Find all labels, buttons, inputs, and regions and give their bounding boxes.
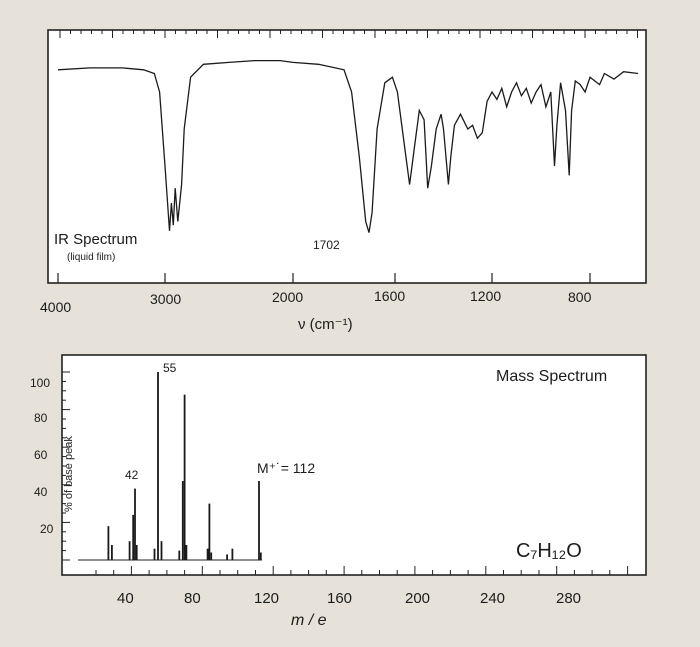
- ms-y-tick-80: 80: [34, 411, 48, 425]
- ms-peak-label-55: 55: [163, 361, 177, 375]
- ms-y-tick-60: 60: [34, 448, 48, 462]
- ir-spectrum-chart: IR Spectrum (liquid film) 1702 4000 3000…: [40, 29, 647, 333]
- ms-title: Mass Spectrum: [496, 368, 607, 385]
- ms-x-tick-280: 280: [556, 590, 581, 607]
- ms-x-axis-label: m / e: [291, 612, 327, 629]
- ms-x-tick-120: 120: [254, 590, 279, 607]
- ms-x-tick-40: 40: [117, 590, 134, 607]
- ms-y-tick-100: 100: [30, 376, 50, 390]
- ms-molecular-formula: C₇H₁₂O: [516, 540, 582, 562]
- ir-title: IR Spectrum: [54, 231, 137, 248]
- ms-y-tick-20: 20: [40, 522, 54, 536]
- mass-spectrum-chart: Mass Spectrum 55 42 M⁺˙= 112 C₇H₁₂O 100 …: [30, 354, 647, 629]
- ir-tick-label-1600: 1600: [374, 288, 405, 304]
- ir-plot-frame: [47, 29, 647, 284]
- ir-subtitle: (liquid film): [67, 252, 115, 263]
- ir-top-ticks: [59, 30, 638, 38]
- ms-plot-frame: [61, 354, 647, 576]
- ms-x-tick-200: 200: [405, 590, 430, 607]
- ms-molecular-ion-label: M⁺˙= 112: [257, 460, 315, 476]
- ms-x-tick-240: 240: [480, 590, 505, 607]
- ms-peak-bars: [107, 372, 262, 560]
- ir-tick-label-1200: 1200: [470, 288, 501, 304]
- ms-y-tick-40: 40: [34, 485, 48, 499]
- ir-x-axis-label: ν (cm⁻¹): [298, 316, 353, 333]
- ir-bottom-ticks: [57, 273, 591, 283]
- ir-tick-label-4000: 4000: [40, 299, 71, 315]
- ms-y-axis-label: % of base peak: [63, 436, 75, 512]
- ms-x-tick-80: 80: [184, 590, 201, 607]
- ir-tick-label-800: 800: [568, 289, 592, 305]
- ir-tick-label-2000: 2000: [272, 289, 303, 305]
- ir-absorbance-trace: [57, 59, 639, 233]
- ms-x-tick-160: 160: [327, 590, 352, 607]
- ir-peak-label-1702: 1702: [313, 238, 340, 252]
- ms-axis-ticks: [62, 371, 629, 575]
- ms-peak-label-42: 42: [125, 468, 139, 482]
- ir-tick-label-3000: 3000: [150, 291, 181, 307]
